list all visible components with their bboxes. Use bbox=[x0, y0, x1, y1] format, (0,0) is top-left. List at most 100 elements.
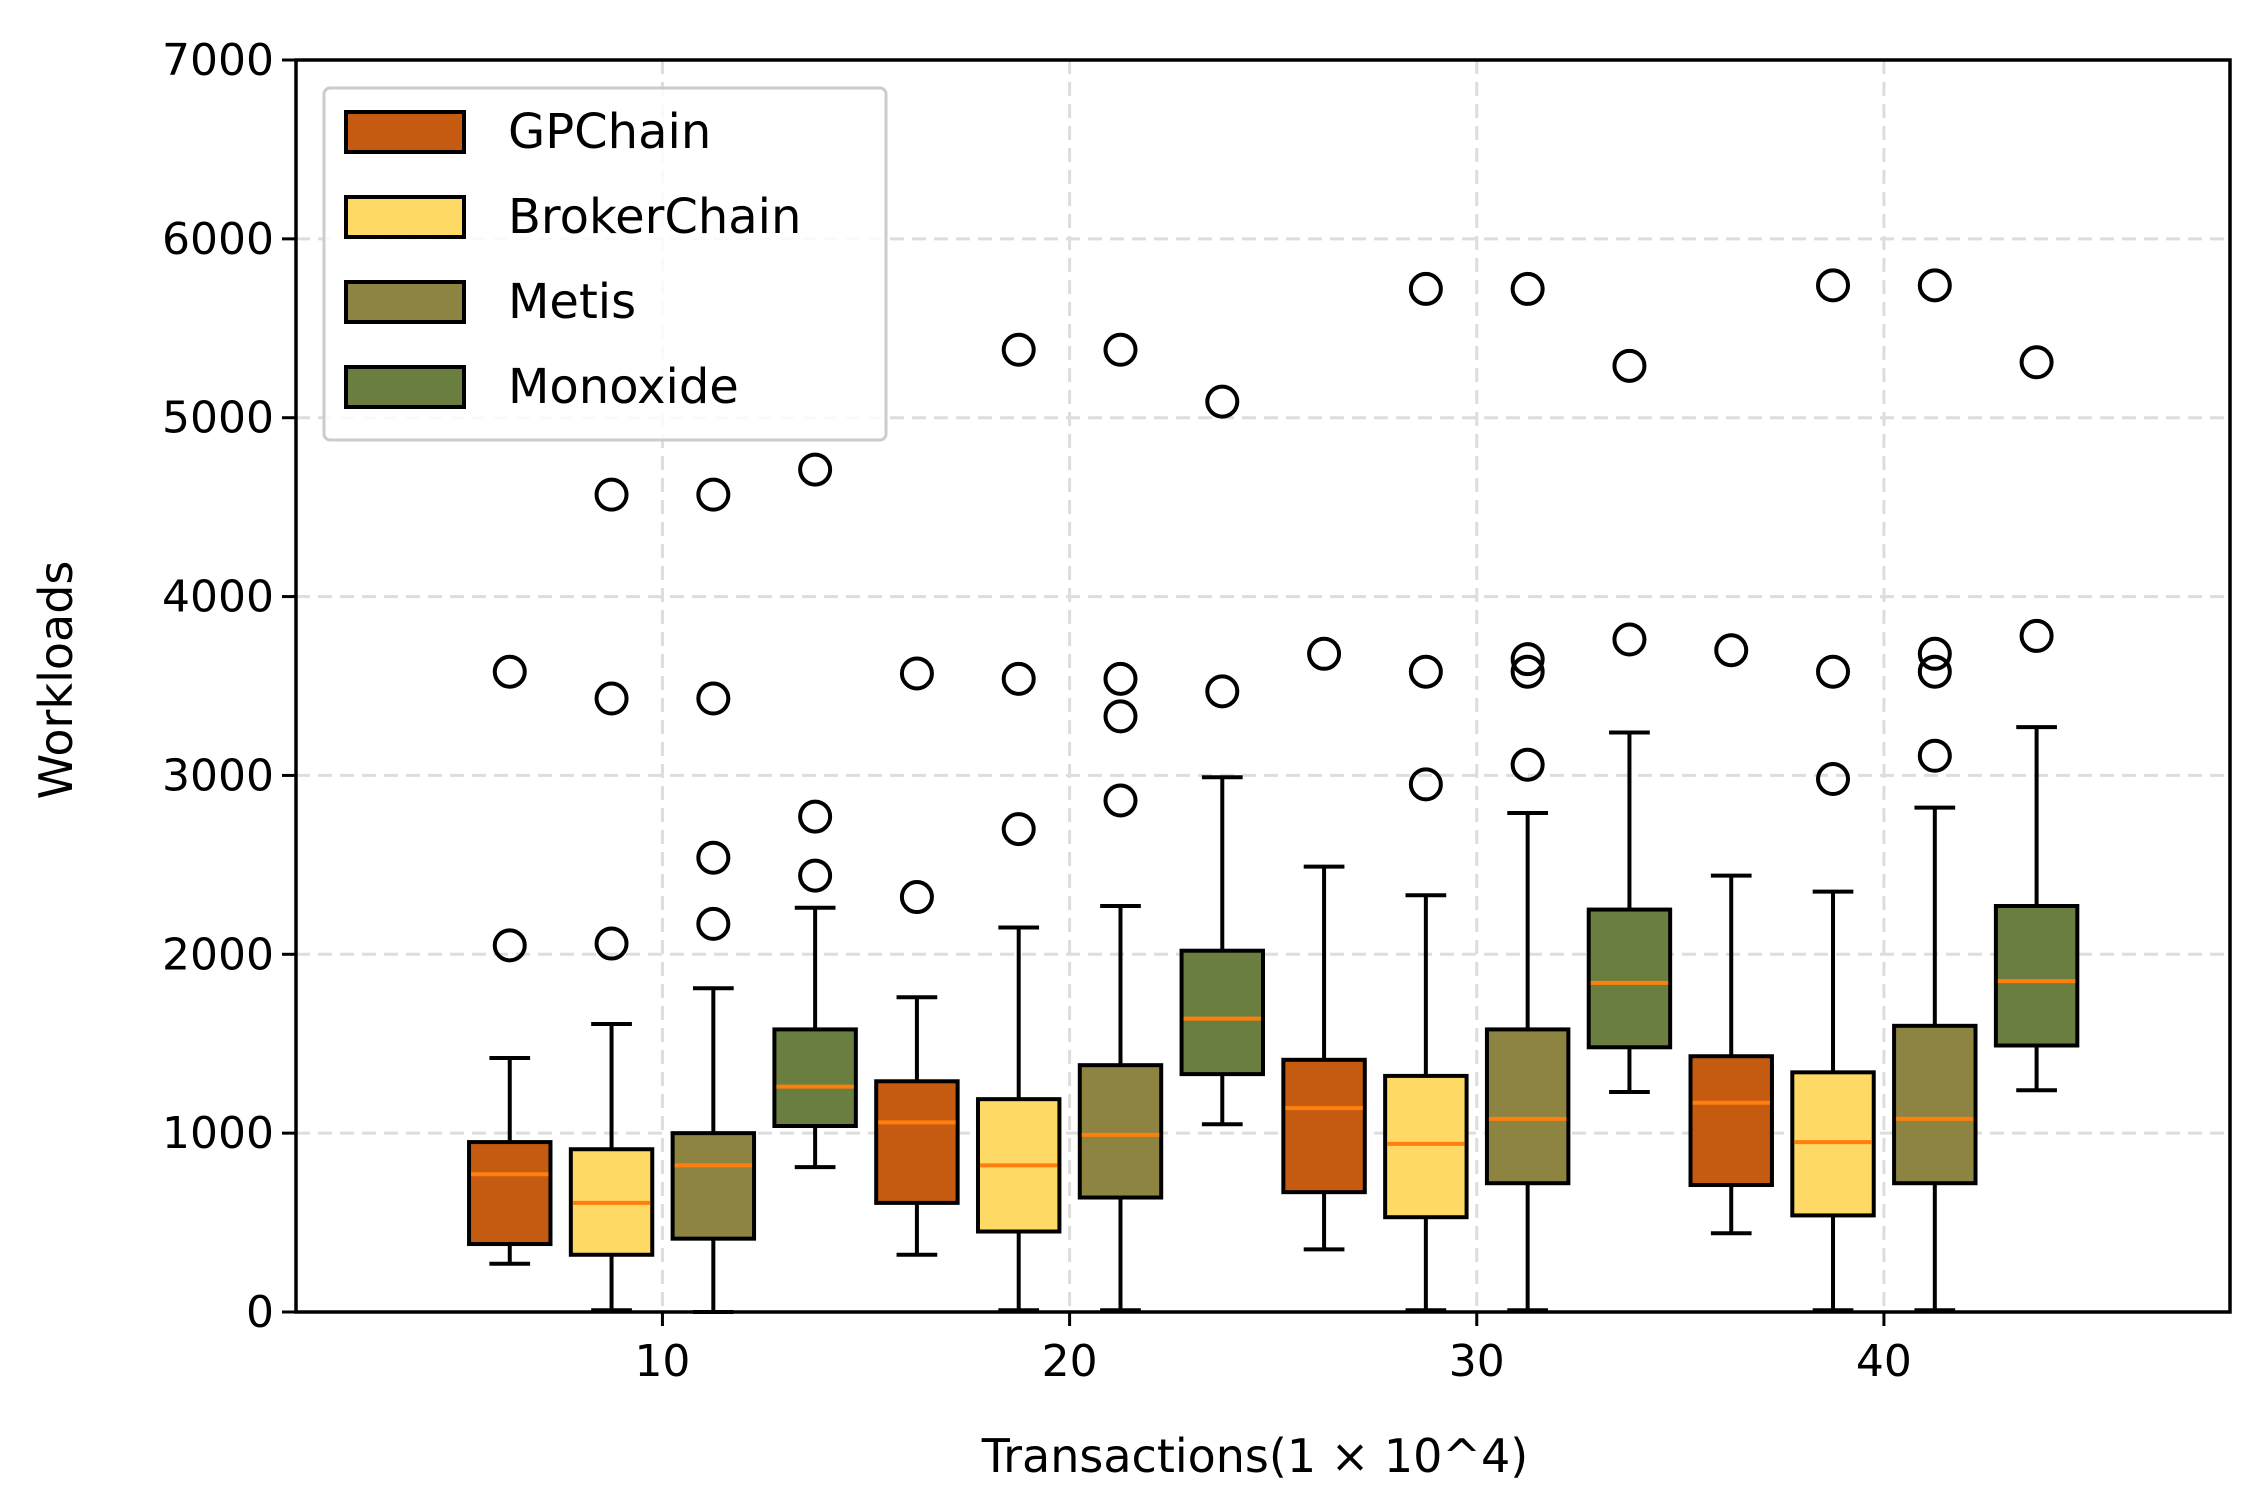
box-monoxide bbox=[1993, 725, 2080, 1093]
outlier-point bbox=[1816, 268, 1851, 303]
box-body bbox=[467, 1140, 553, 1247]
y-tick-label: 1000 bbox=[162, 1108, 274, 1159]
outlier-point bbox=[1816, 762, 1851, 797]
outlier-point bbox=[1510, 271, 1545, 306]
legend-label-brokerchain: BrokerChain bbox=[508, 189, 801, 245]
x-axis-label: Transactions(1 × 10^4) bbox=[981, 1429, 1528, 1483]
outlier-point bbox=[594, 926, 629, 961]
outlier-point bbox=[1917, 654, 1952, 689]
outlier-point bbox=[1917, 268, 1952, 303]
outlier-point bbox=[1510, 642, 1545, 677]
x-tick-label: 20 bbox=[1042, 1336, 1098, 1387]
outlier-point bbox=[492, 654, 527, 689]
outlier-point bbox=[1103, 661, 1138, 696]
y-tick-label: 2000 bbox=[162, 929, 274, 980]
y-axis-label: Workloads bbox=[29, 561, 83, 800]
outlier-point bbox=[1510, 654, 1545, 689]
legend-swatch-metis bbox=[344, 280, 466, 324]
box-brokerchain bbox=[1383, 893, 1469, 1313]
outlier-point bbox=[1001, 332, 1036, 367]
outlier-point bbox=[899, 656, 934, 691]
box-gpchain bbox=[1281, 864, 1367, 1252]
box-gpchain bbox=[874, 995, 960, 1257]
x-tick-label: 10 bbox=[634, 1336, 690, 1387]
outlier-point bbox=[1408, 767, 1443, 802]
legend-swatch-monoxide bbox=[344, 365, 466, 409]
box-plots bbox=[467, 725, 2080, 1314]
box-body bbox=[874, 1079, 960, 1205]
legend-label-gpchain: GPChain bbox=[508, 104, 711, 160]
outlier-point bbox=[594, 681, 629, 716]
outlier-point bbox=[1612, 348, 1647, 383]
outlier-point bbox=[1917, 738, 1952, 773]
legend: GPChain BrokerChain Metis Monoxide bbox=[322, 86, 888, 442]
outlier-point bbox=[798, 452, 833, 487]
box-body bbox=[1688, 1054, 1774, 1188]
outlier-point bbox=[1408, 271, 1443, 306]
box-gpchain bbox=[1688, 873, 1774, 1236]
box-body bbox=[670, 1131, 757, 1241]
outlier-point bbox=[1001, 812, 1036, 847]
box-body bbox=[1586, 907, 1673, 1050]
x-tick-label: 30 bbox=[1449, 1336, 1505, 1387]
legend-swatch-gpchain bbox=[344, 110, 466, 154]
y-tick-label: 6000 bbox=[162, 214, 274, 265]
y-tick-label: 5000 bbox=[162, 393, 274, 444]
outlier-point bbox=[696, 906, 731, 941]
outlier-point bbox=[1816, 654, 1851, 689]
outlier-points bbox=[492, 268, 2054, 963]
outlier-point bbox=[594, 477, 629, 512]
box-body bbox=[1281, 1057, 1367, 1195]
outlier-point bbox=[1103, 332, 1138, 367]
box-monoxide bbox=[1179, 775, 1266, 1127]
outlier-point bbox=[1103, 699, 1138, 734]
outlier-point bbox=[1510, 747, 1545, 782]
legend-label-monoxide: Monoxide bbox=[508, 359, 739, 415]
legend-frame bbox=[322, 86, 888, 442]
box-metis bbox=[1484, 810, 1571, 1313]
box-body bbox=[1993, 903, 2080, 1048]
box-metis bbox=[1892, 805, 1978, 1313]
box-body bbox=[1383, 1073, 1469, 1220]
box-brokerchain bbox=[568, 1022, 655, 1313]
outlier-point bbox=[798, 858, 833, 893]
box-body bbox=[1179, 948, 1266, 1077]
box-monoxide bbox=[1586, 730, 1673, 1095]
outlier-point bbox=[1917, 636, 1952, 671]
box-body bbox=[772, 1027, 858, 1128]
axis-ticks: 0 1000 2000 3000 4000 5000 6000 7000 10 20 30 40 bbox=[162, 35, 1912, 1387]
outlier-point bbox=[2019, 618, 2054, 653]
outlier-point bbox=[696, 840, 731, 875]
outlier-point bbox=[899, 880, 934, 915]
outlier-point bbox=[1205, 384, 1240, 419]
x-tick-label: 40 bbox=[1856, 1336, 1912, 1387]
box-brokerchain bbox=[1790, 889, 1876, 1313]
outlier-point bbox=[2019, 345, 2054, 380]
y-tick-label: 7000 bbox=[162, 35, 274, 86]
outlier-point bbox=[1205, 674, 1240, 709]
outlier-point bbox=[798, 799, 833, 834]
outlier-point bbox=[1714, 633, 1749, 668]
box-metis bbox=[1077, 903, 1164, 1313]
outlier-point bbox=[696, 681, 731, 716]
box-brokerchain bbox=[975, 925, 1062, 1313]
outlier-point bbox=[1307, 636, 1342, 671]
outlier-point bbox=[1001, 661, 1036, 696]
y-tick-label: 0 bbox=[246, 1287, 274, 1338]
outlier-point bbox=[1103, 783, 1138, 818]
box-monoxide bbox=[772, 905, 858, 1170]
legend-label-metis: Metis bbox=[508, 274, 636, 330]
legend-swatch-brokerchain bbox=[344, 195, 466, 239]
box-metis bbox=[670, 986, 757, 1314]
outlier-point bbox=[1408, 654, 1443, 689]
plot-frame bbox=[294, 58, 2232, 1314]
y-tick-label: 3000 bbox=[162, 750, 274, 801]
box-gpchain bbox=[467, 1056, 553, 1266]
box-body bbox=[1077, 1063, 1164, 1200]
outlier-point bbox=[1612, 622, 1647, 657]
box-body bbox=[1484, 1027, 1571, 1186]
outlier-point bbox=[492, 928, 527, 963]
outlier-point bbox=[696, 477, 731, 512]
box-body bbox=[1892, 1023, 1978, 1186]
